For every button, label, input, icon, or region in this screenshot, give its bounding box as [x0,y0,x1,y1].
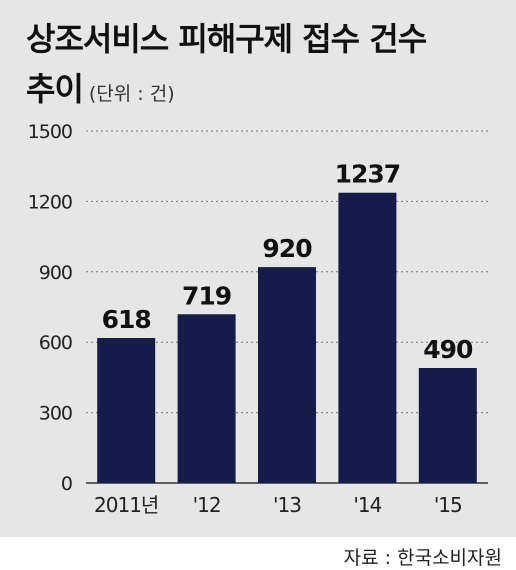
data-label: 920 [262,234,312,263]
data-label: 490 [423,335,473,364]
bar [258,267,316,483]
x-tick-label: 2011년 [94,493,158,517]
y-tick-label: 900 [39,262,72,284]
x-tick-label: '14 [353,493,381,517]
source-note: 자료 : 한국소비자원 [343,547,502,569]
y-tick-label: 0 [61,473,72,495]
bar-chart: 0 300 600 900 1200 1500 618 2011년 719 '12 920 '13 12… [28,121,488,517]
data-label: 719 [182,281,231,310]
unit-label: (단위 : 건) [88,83,175,105]
bar [418,368,477,483]
y-tick-label: 1500 [28,121,72,143]
bar [97,337,156,483]
chart-title-continued: 추이 [26,70,84,108]
y-tick-label: 600 [39,332,72,354]
y-tick-label: 1200 [28,191,72,213]
x-tick-label: '12 [193,493,221,517]
bar [177,314,236,483]
chart-title: 상조서비스 피해구제 접수 건수 [26,20,427,58]
x-tick-label: '13 [273,493,301,517]
y-tick-label: 300 [39,403,72,425]
x-tick-label: '15 [434,493,462,517]
data-label: 618 [102,305,151,334]
bar [338,192,397,483]
chart-title-line2: 추이 (단위 : 건) [26,64,175,110]
chart-panel: 상조서비스 피해구제 접수 건수 추이 (단위 : 건) 0 300 600 900 12… [0,0,516,537]
data-label: 1237 [335,160,401,189]
